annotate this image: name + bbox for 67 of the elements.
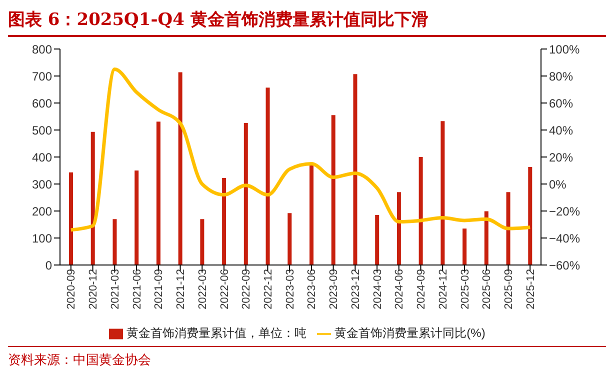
x-tick-label: 2020-12 (88, 269, 100, 310)
text: 资料来源：中国黄金协会 (8, 346, 606, 369)
x-tick-label: 2022-09 (240, 269, 253, 310)
bar (484, 211, 488, 265)
line-series (69, 68, 532, 232)
y2-tick-label: −40% (549, 231, 580, 246)
bar (288, 213, 292, 265)
x-tick-label: 2022-06 (218, 269, 231, 310)
bar (462, 228, 467, 265)
legend-label: 黄金首饰消费量累计同比(%) (334, 326, 486, 340)
x-tick-label: 2023-06 (306, 269, 318, 310)
bar (310, 165, 314, 265)
y-tick-label: 600 (32, 96, 52, 110)
x-tick-label: 2021-03 (109, 269, 122, 310)
x-tick-label: 2022-12 (262, 269, 275, 310)
y-tick-label: 300 (32, 177, 52, 192)
x-tick-label: 2023-03 (284, 269, 296, 310)
x-tick-label: 2020-09 (66, 269, 78, 310)
y-tick-label: 500 (32, 123, 52, 138)
x-tick-label: 2021-06 (131, 269, 144, 310)
bar (69, 172, 73, 265)
x-tick-label: 2025-06 (481, 269, 494, 310)
bar (266, 88, 270, 265)
x-tick-label: 2024-03 (372, 269, 384, 310)
y-tick-label: 0 (45, 258, 52, 272)
x-tick-label: 2022-03 (196, 269, 209, 310)
bar (506, 192, 510, 265)
x-tick-label: 2024-06 (394, 269, 406, 310)
x-tick-label: 2021-09 (153, 269, 166, 310)
bar (134, 170, 139, 265)
x-tick-label: 2025-09 (503, 269, 516, 310)
y2-tick-label: 0% (549, 177, 567, 192)
y-tick-label: 400 (32, 150, 52, 164)
bar (90, 132, 95, 265)
x-tick-label: 2024-09 (416, 269, 428, 310)
bar (156, 122, 160, 265)
x-tick-label: 2023-09 (328, 269, 340, 310)
x-tick-label: 2021-12 (175, 269, 188, 310)
bar (112, 219, 117, 265)
bar (375, 215, 380, 265)
bar (200, 219, 204, 265)
x-tick-label: 2023-12 (350, 269, 362, 310)
y2-tick-label: 100% (549, 42, 580, 56)
bar (178, 72, 182, 265)
y2-tick-label: −20% (549, 204, 580, 218)
bar (528, 166, 532, 265)
y-tick-label: 700 (32, 69, 52, 84)
y-tick-label: 100 (32, 231, 52, 246)
bar (440, 121, 445, 265)
bar (418, 157, 423, 265)
chart-title: 图表 6：2025Q1-Q4 黄金首饰消费量累计值同比下滑 (8, 8, 606, 37)
bar (244, 122, 248, 265)
x-tick-label: 2025-03 (459, 269, 472, 310)
bar (396, 192, 401, 265)
y2-tick-label: 60% (549, 96, 574, 110)
legend-label: 黄金首饰消费量累计值，单位：吨 (126, 326, 307, 340)
x-tick-label: 2025-12 (524, 269, 537, 310)
y-tick-label: 800 (32, 42, 52, 56)
x-tick-label: 2024-12 (437, 269, 450, 310)
y2-tick-label: 40% (549, 123, 574, 138)
bar (353, 74, 358, 265)
y2-tick-label: −60% (549, 258, 580, 272)
bar (331, 115, 336, 265)
y2-tick-label: 20% (549, 150, 574, 164)
bar (222, 178, 226, 265)
y-tick-label: 200 (32, 204, 52, 218)
y2-tick-label: 80% (549, 69, 574, 84)
